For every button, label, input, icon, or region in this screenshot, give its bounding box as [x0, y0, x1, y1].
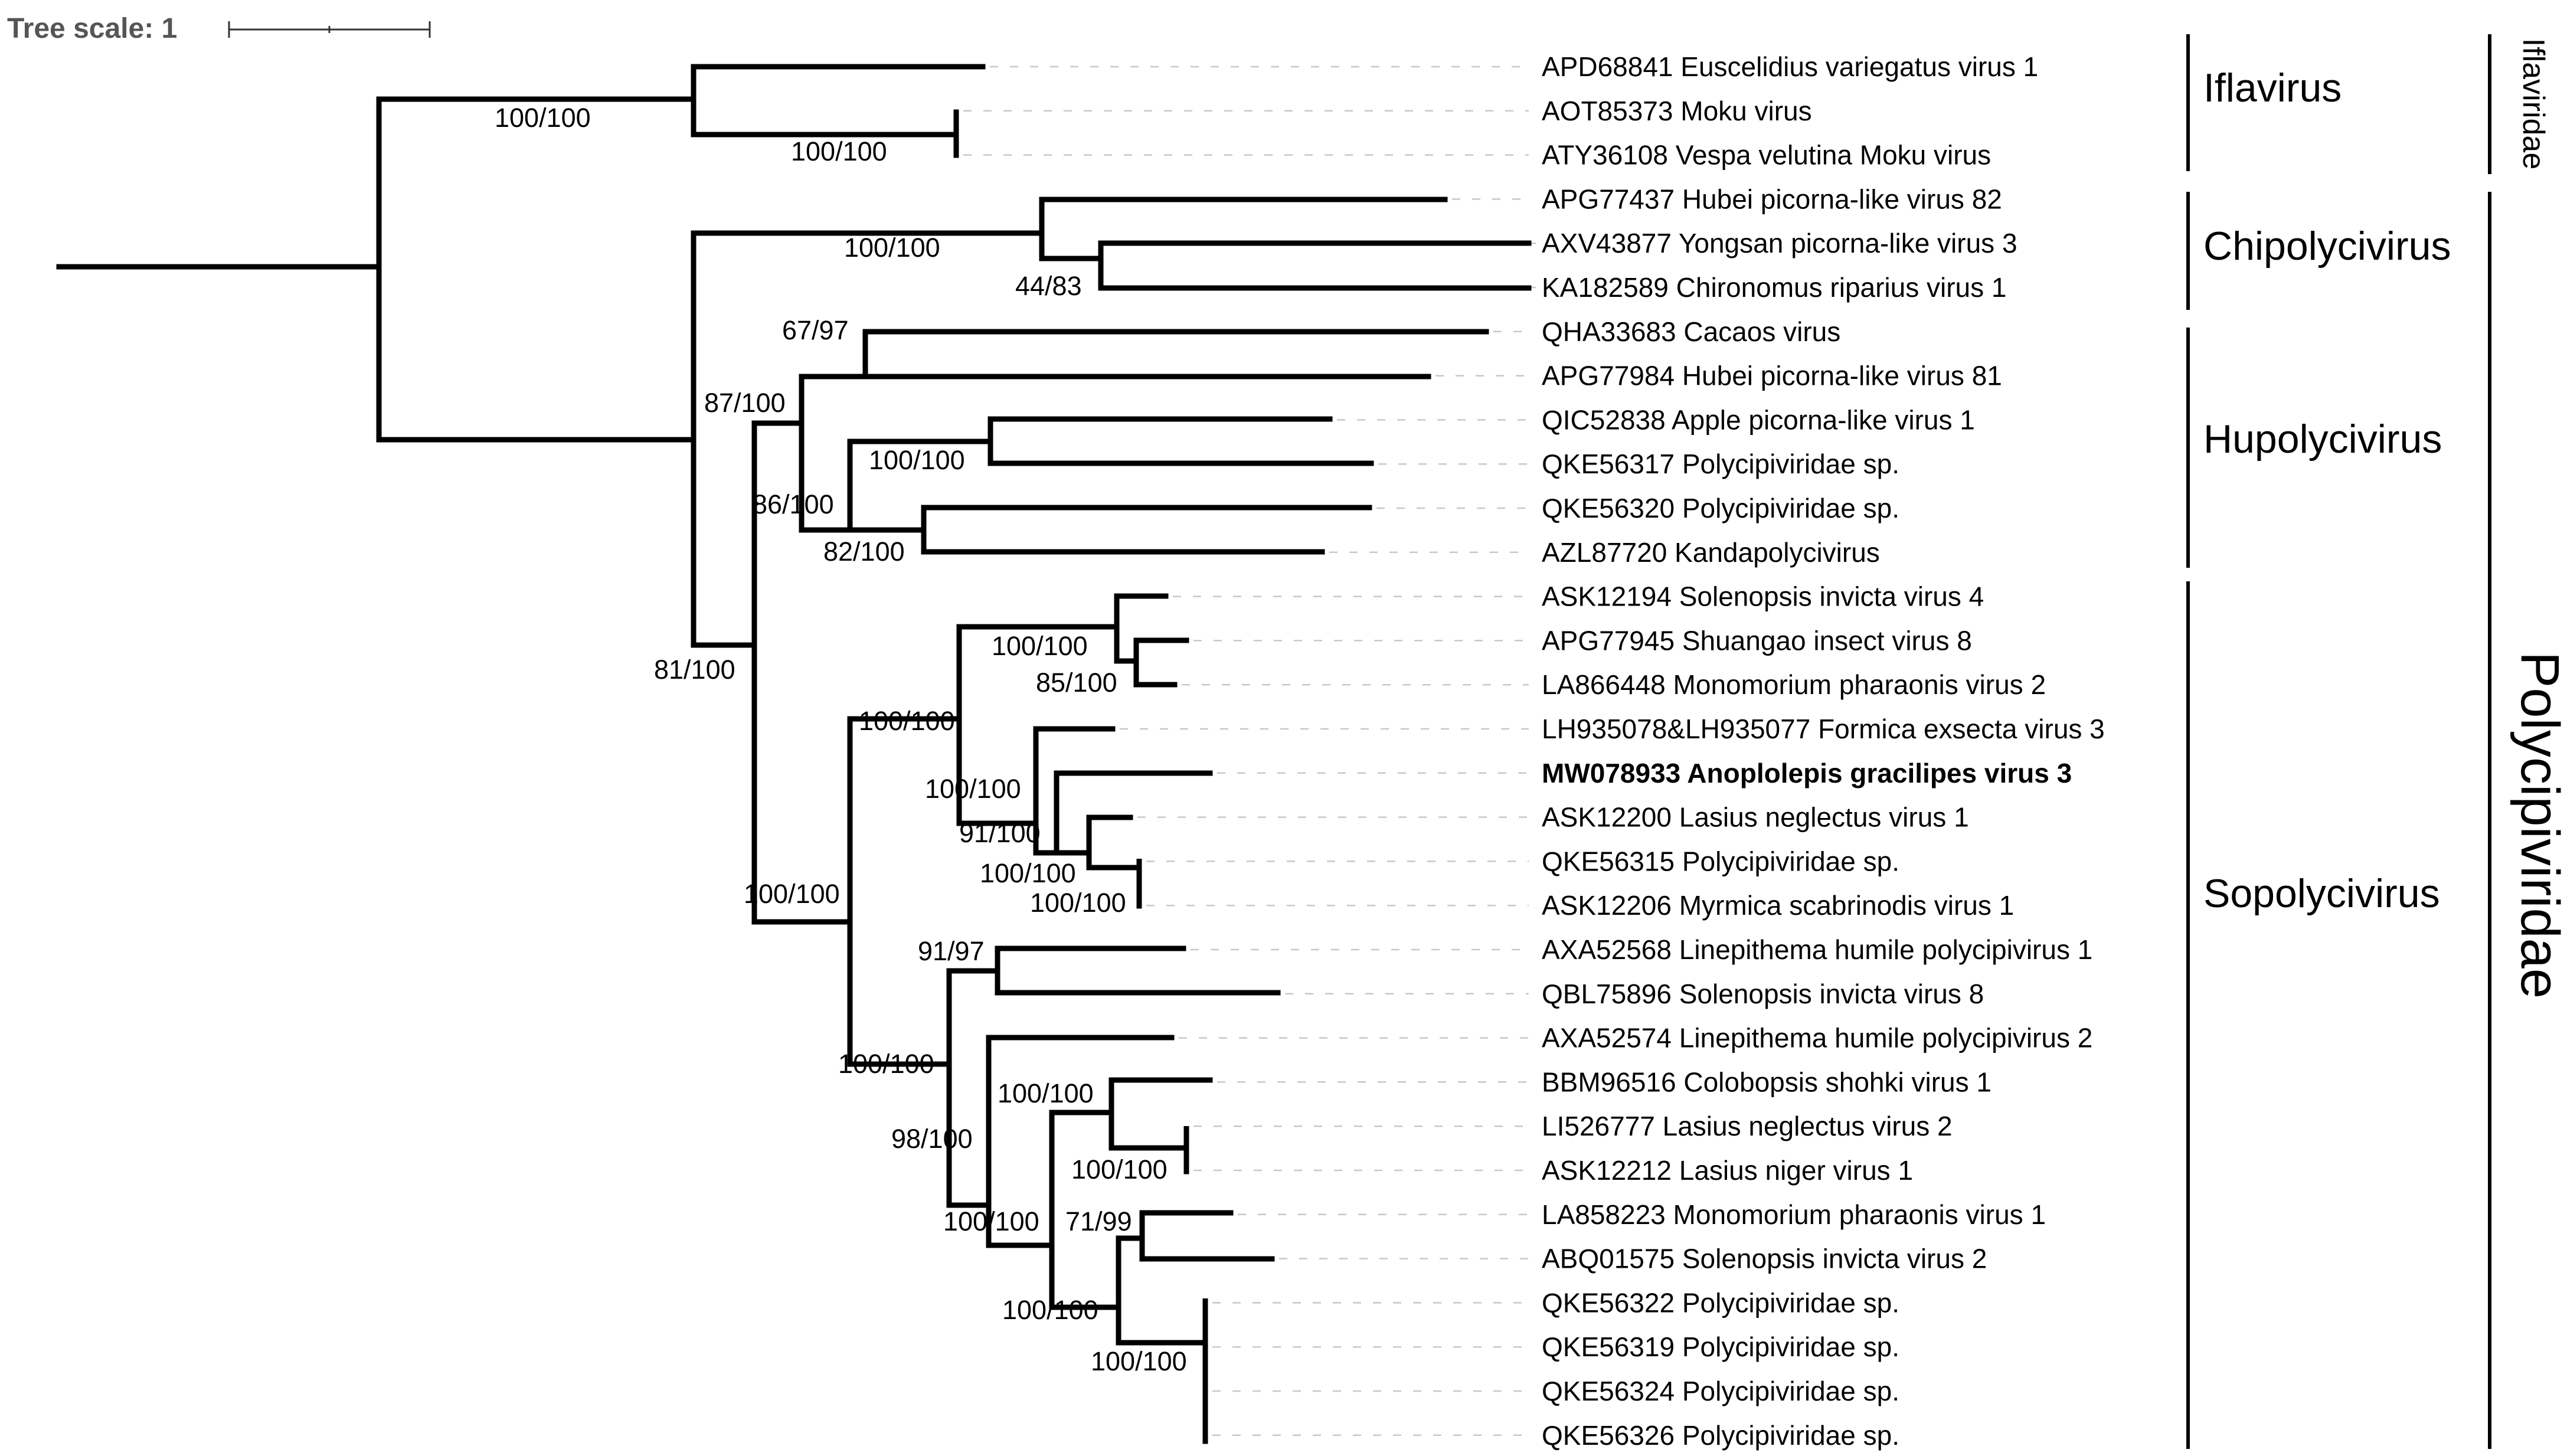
- branch-sopoly-upper: [847, 627, 962, 826]
- branch-iflavirus: [376, 64, 986, 138]
- support-value: 91/97: [918, 936, 985, 966]
- clade-label-iflavirus: Iflavirus: [2203, 66, 2342, 110]
- family-label-iflaviridae: Iflaviridae: [2516, 38, 2550, 170]
- support-value: 100/100: [838, 1049, 934, 1079]
- support-value: 100/100: [1030, 888, 1126, 918]
- branch-sopoly-100a: [986, 1113, 1055, 1310]
- taxon-label: AXV43877 Yongsan picorna-like virus 3: [1542, 228, 2017, 259]
- family-annotations: Iflaviridae Polycipiviridae: [2488, 34, 2567, 1449]
- support-value: 100/100: [1071, 1154, 1168, 1185]
- taxon-label: AOT85373 Moku virus: [1542, 96, 1812, 126]
- support-value: 100/100: [980, 858, 1076, 888]
- taxon-label: ASK12194 Solenopsis invicta virus 4: [1542, 581, 1984, 612]
- taxon-label: APG77437 Hubei picorna-like virus 82: [1542, 184, 2002, 214]
- branch-cacaos: [799, 329, 1489, 379]
- taxon-label: QKE56324 Polycipiviridae sp.: [1542, 1376, 1899, 1406]
- branch-formica: [956, 726, 1116, 856]
- taxon-label: QKE56319 Polycipiviridae sp.: [1542, 1331, 1899, 1362]
- taxon-label: LI526777 Lasius neglectus virus 2: [1542, 1111, 1953, 1141]
- support-value: 100/100: [1091, 1346, 1187, 1376]
- taxon-labels: APD68841 Euscelidius variegatus virus 1 A…: [1542, 51, 2105, 1451]
- support-value: 100/100: [791, 136, 887, 166]
- taxon-label: QIC52838 Apple picorna-like virus 1: [1542, 404, 1975, 435]
- branch-kanda: [847, 505, 1372, 555]
- branch-sopoly-100b: [1049, 1238, 1121, 1346]
- clade-label-chipolycivirus: Chipolycivirus: [2203, 224, 2451, 269]
- taxon-label: LH935078&LH935077 Formica exsecta virus …: [1542, 714, 2105, 744]
- taxon-label: QKE56326 Polycipiviridae sp.: [1542, 1420, 1899, 1451]
- support-values: 100/100 100/100 100/100 44/83 67/97 87/1…: [495, 103, 1187, 1376]
- branch-colobopsis: [1049, 1077, 1213, 1174]
- branch-polycipiviridae: [376, 233, 696, 648]
- taxon-label: QBL75896 Solenopsis invicta virus 8: [1542, 979, 1984, 1009]
- support-value: 86/100: [753, 489, 834, 519]
- taxon-label: MW078933 Anoplolepis gracilipes virus 3: [1542, 758, 2072, 788]
- clade-label-hupolycivirus: Hupolycivirus: [2203, 417, 2442, 462]
- branch-hupolycivirus: [751, 377, 805, 533]
- branch-chipolycivirus: [691, 197, 1532, 291]
- support-value: 100/100: [925, 774, 1021, 804]
- support-value: 100/100: [943, 1206, 1039, 1236]
- taxon-label: APG77945 Shuangao insect virus 8: [1542, 625, 1972, 656]
- taxon-label: APG77984 Hubei picorna-like virus 81: [1542, 361, 2002, 391]
- taxon-label: AXA52568 Linepithema humile polycipiviru…: [1542, 934, 2092, 965]
- taxon-label: APD68841 Euscelidius variegatus virus 1: [1542, 51, 2038, 82]
- support-value: 100/100: [1002, 1295, 1098, 1325]
- support-value: 85/100: [1036, 668, 1117, 698]
- taxon-label: LA866448 Monomorium pharaonis virus 2: [1542, 669, 2046, 700]
- support-value: 87/100: [704, 388, 786, 418]
- taxon-label: QKE56317 Polycipiviridae sp.: [1542, 449, 1899, 479]
- tree-scale: Tree scale: 1: [7, 13, 431, 44]
- taxon-label: LA858223 Monomorium pharaonis virus 1: [1542, 1199, 2046, 1230]
- support-value: 71/99: [1065, 1206, 1132, 1236]
- taxon-label: AZL87720 Kandapolycivirus: [1542, 537, 1880, 568]
- genus-annotations: Iflavirus Chipolycivirus Hupolycivirus S…: [2186, 34, 2451, 1449]
- taxon-label: AXA52574 Linepithema humile polycipiviru…: [1542, 1023, 2092, 1053]
- branch-sinv4: [956, 593, 1189, 688]
- taxon-label: QKE56315 Polycipiviridae sp.: [1542, 846, 1899, 876]
- support-value: 100/100: [992, 631, 1088, 661]
- branch-inner-81: [691, 423, 757, 925]
- tip-guide-lines: [963, 66, 1536, 1437]
- taxon-label: BBM96516 Colobopsis shohki virus 1: [1542, 1066, 1992, 1097]
- support-value: 100/100: [998, 1078, 1094, 1108]
- support-value: 100/100: [844, 233, 940, 263]
- support-value: 100/100: [869, 445, 965, 475]
- support-value: 100/100: [859, 706, 955, 736]
- support-value: 100/100: [495, 103, 591, 133]
- clade-label-sopolycivirus: Sopolycivirus: [2203, 871, 2440, 916]
- support-value: 98/100: [891, 1124, 973, 1154]
- branch-agv3: [1054, 770, 1213, 909]
- taxon-label: QKE56322 Polycipiviridae sp.: [1542, 1287, 1899, 1318]
- taxon-label: ATY36108 Vespa velutina Moku virus: [1542, 140, 1991, 171]
- tree-branches: [56, 64, 1532, 1444]
- branch-apple: [847, 416, 1374, 466]
- branch-sopoly-98: [946, 1038, 992, 1248]
- support-value: 100/100: [744, 879, 840, 909]
- branch-hupoly-lower: [799, 441, 853, 533]
- taxon-label: KA182589 Chironomus riparius virus 1: [1542, 272, 2007, 303]
- support-value: 67/97: [782, 315, 849, 345]
- taxon-label: ASK12200 Lasius neglectus virus 1: [1542, 802, 1969, 833]
- branch-sopolycivirus: [751, 719, 853, 1067]
- support-value: 82/100: [823, 536, 905, 567]
- taxon-label: ASK12212 Lasius niger virus 1: [1542, 1155, 1913, 1186]
- tree-scale-label: Tree scale: 1: [7, 13, 177, 44]
- branch-sopoly-lower: [847, 971, 952, 1208]
- family-label-polycipiviridae: Polycipiviridae: [2510, 652, 2567, 999]
- support-value: 44/83: [1015, 271, 1082, 301]
- branch-polycipiviridae-sp: [1116, 1298, 1208, 1444]
- taxon-label: ABQ01575 Solenopsis invicta virus 2: [1542, 1244, 1987, 1274]
- taxon-label: QKE56320 Polycipiviridae sp.: [1542, 493, 1899, 523]
- branch-monomorium1: [1116, 1210, 1275, 1262]
- support-value: 81/100: [654, 655, 735, 685]
- taxon-label: QHA33683 Cacaos virus: [1542, 316, 1840, 347]
- support-value: 91/100: [959, 818, 1041, 848]
- taxon-label: ASK12206 Myrmica scabrinodis virus 1: [1542, 890, 2014, 921]
- branch-linepithema1: [946, 945, 1281, 996]
